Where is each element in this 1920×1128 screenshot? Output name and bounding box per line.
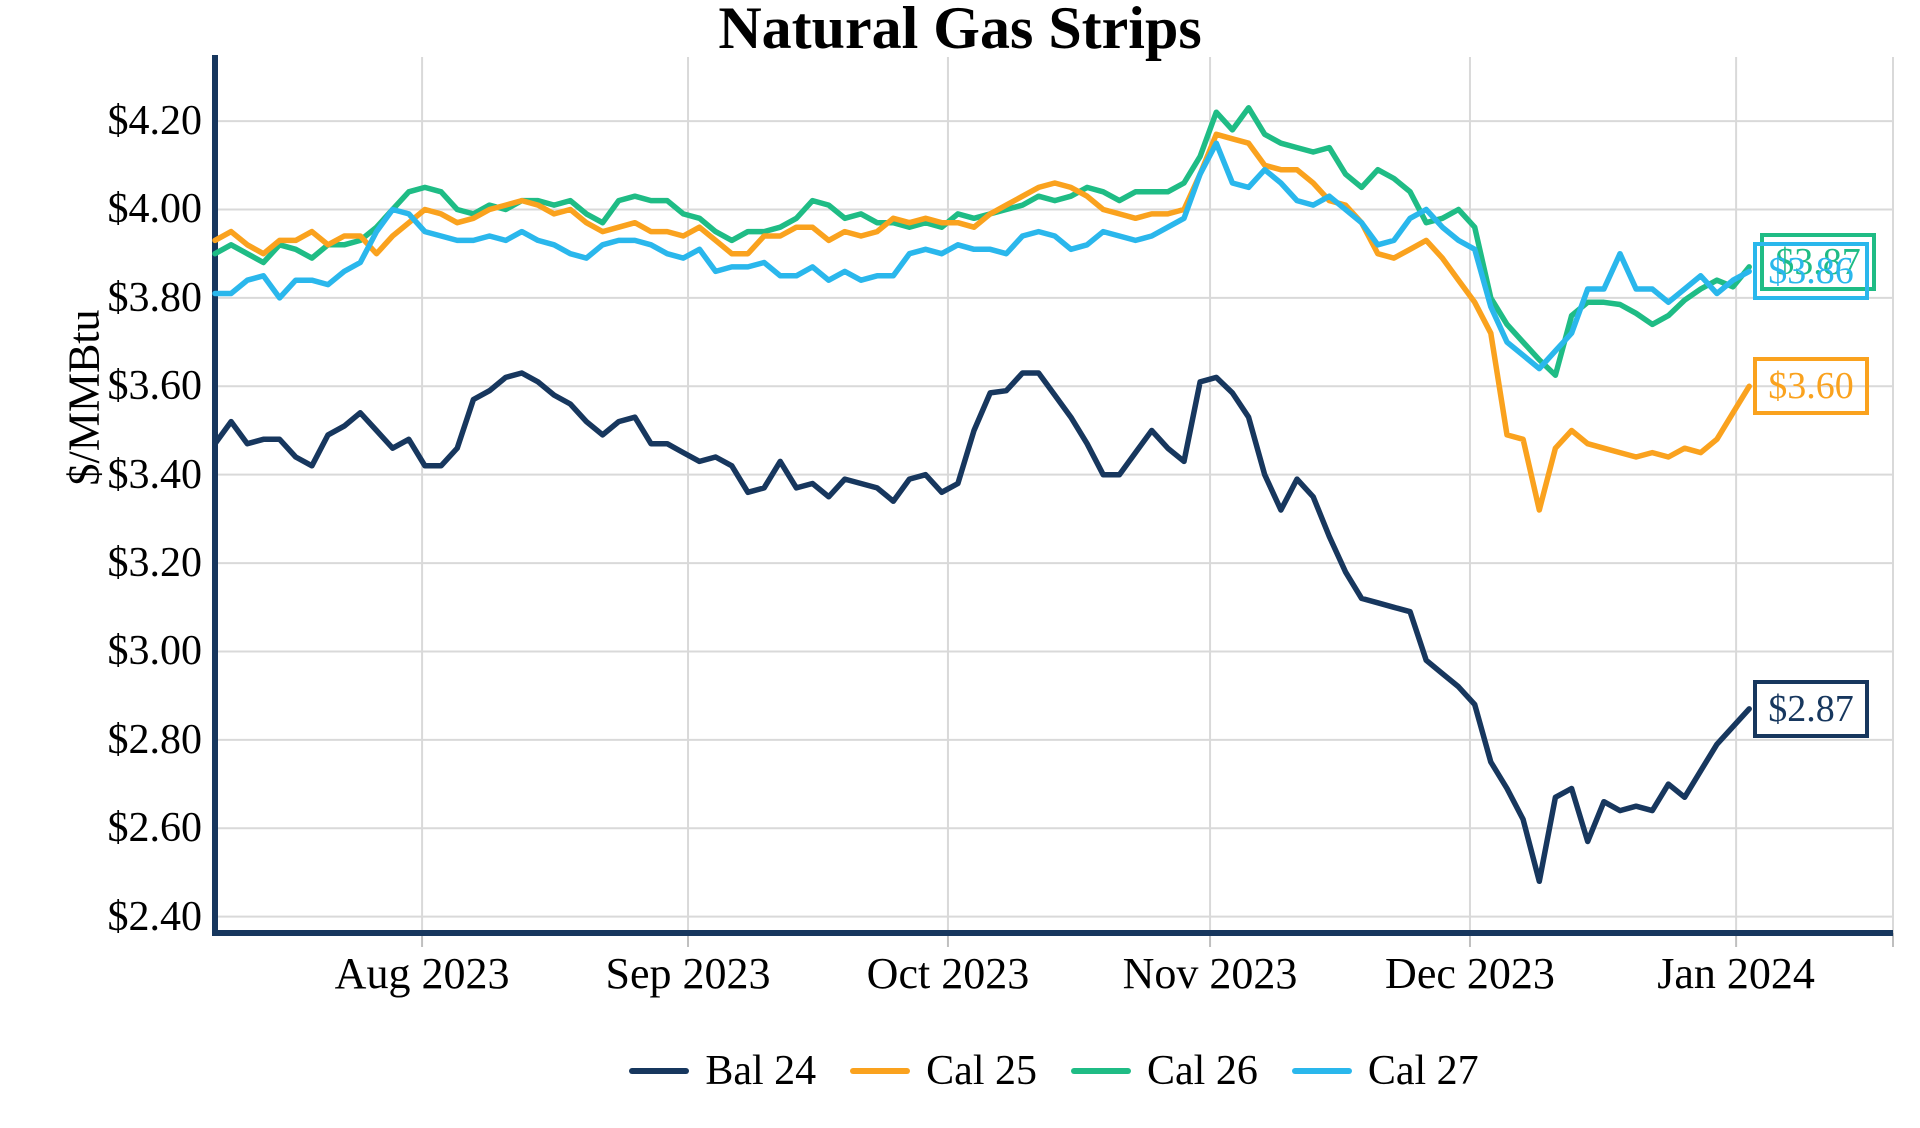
legend-swatch-cal-25 <box>850 1068 911 1074</box>
x-tick-label: Oct 2023 <box>866 949 1030 998</box>
chart-title: Natural Gas Strips <box>718 0 1202 61</box>
legend-item-cal-27: Cal 27 <box>1291 1048 1479 1094</box>
series-line-cal-26 <box>212 105 1752 378</box>
end-label-cal-25: $3.60 <box>1753 357 1869 416</box>
legend-swatch-cal-27 <box>1291 1068 1352 1074</box>
y-tick-label: $4.00 <box>107 186 203 233</box>
y-tick-label: $3.00 <box>107 628 203 675</box>
legend-item-cal-25: Cal 25 <box>850 1048 1037 1094</box>
chart-legend: Bal 24 Cal 25 Cal 26 Cal 27 <box>215 1048 1893 1094</box>
end-label-bal-24: $2.87 <box>1753 679 1869 738</box>
series-line-cal-27 <box>212 140 1752 372</box>
y-tick-label: $3.20 <box>107 540 203 587</box>
legend-label: Bal 24 <box>705 1048 817 1094</box>
legend-swatch-bal-24 <box>629 1068 690 1074</box>
y-tick-label: $3.40 <box>107 451 203 498</box>
x-tick-label: Dec 2023 <box>1385 949 1555 998</box>
series-line-cal-25 <box>212 131 1752 513</box>
end-label-cal-27: $3.86 <box>1753 242 1869 301</box>
legend-item-cal-26: Cal 26 <box>1071 1048 1258 1094</box>
y-tick-label: $3.60 <box>107 363 203 410</box>
end-label-cal-26: $3.87 <box>1760 232 1876 291</box>
legend-swatch-cal-26 <box>1071 1068 1131 1074</box>
legend-label: Cal 26 <box>1147 1048 1258 1094</box>
x-tick-label: Sep 2023 <box>605 949 771 998</box>
legend-label: Cal 27 <box>1367 1048 1479 1094</box>
y-tick-label: $2.60 <box>107 805 203 852</box>
y-tick-label: $2.80 <box>107 716 203 763</box>
x-tick-label: Nov 2023 <box>1122 949 1298 998</box>
y-tick-label: $3.80 <box>107 274 203 321</box>
legend-label: Cal 25 <box>926 1048 1037 1094</box>
legend-item-bal-24: Bal 24 <box>629 1048 816 1094</box>
x-tick-label: Aug 2023 <box>334 949 510 998</box>
series-line-bal-24 <box>212 370 1752 885</box>
y-tick-label: $4.20 <box>107 98 203 145</box>
x-tick-label: Jan 2024 <box>1657 949 1815 998</box>
y-tick-label: $2.40 <box>107 893 203 940</box>
